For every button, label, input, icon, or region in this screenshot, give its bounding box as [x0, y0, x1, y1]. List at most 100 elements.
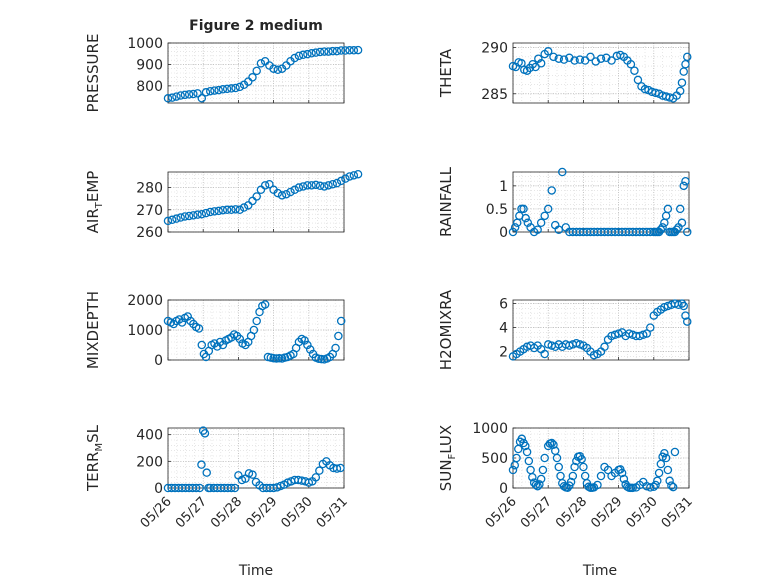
data-point — [510, 223, 520, 232]
y-axis-label: SUNFLUX — [437, 425, 458, 491]
data-point — [540, 211, 549, 221]
data-point — [679, 301, 688, 311]
data-point — [201, 208, 211, 218]
y-tick-label: 2000 — [127, 293, 163, 309]
x-tick-label: 05/27 — [173, 494, 210, 531]
y-axis-label: PRESSURE — [84, 34, 102, 113]
data-point — [244, 201, 253, 210]
chart-panel-theta: 285 290 THETA — [437, 41, 692, 104]
y-tick-label: 1000 — [472, 421, 508, 437]
data-point — [328, 46, 337, 56]
data-point — [552, 453, 562, 463]
x-tick-label: 05/28 — [208, 494, 245, 531]
data-point — [273, 188, 283, 198]
data-point — [222, 84, 232, 94]
data-point — [661, 453, 671, 463]
data-point — [189, 89, 198, 99]
data-point — [163, 94, 173, 103]
data-point — [197, 94, 207, 103]
data-point — [167, 93, 177, 102]
x-tick-label: 05/30 — [279, 494, 316, 531]
data-point — [172, 92, 181, 101]
data-point — [341, 174, 350, 183]
data-point — [197, 340, 207, 350]
data-point — [231, 205, 240, 214]
data-point — [533, 481, 542, 491]
data-point — [249, 325, 259, 335]
data-point — [201, 88, 211, 97]
data-point — [543, 204, 553, 214]
data-point — [579, 462, 588, 472]
data-point — [626, 59, 636, 69]
data-point — [658, 223, 667, 232]
data-point — [547, 186, 556, 195]
data-point — [282, 61, 291, 70]
data-point — [628, 483, 637, 493]
y-axis-label: RAINFALL — [437, 166, 455, 237]
data-point — [575, 55, 585, 64]
data-point — [183, 312, 192, 321]
data-point — [665, 476, 674, 486]
data-point — [222, 205, 232, 215]
x-axis-label-right: Time — [582, 563, 617, 579]
data-point — [336, 463, 345, 473]
data-point — [184, 211, 194, 221]
data-point — [230, 483, 240, 493]
x-tick-label: 05/29 — [588, 494, 625, 531]
data-point — [294, 51, 304, 61]
data-point — [674, 300, 683, 310]
data-point — [248, 73, 257, 82]
data-point — [672, 225, 681, 234]
data-point — [575, 340, 585, 349]
data-point — [235, 334, 245, 344]
data-point — [282, 189, 291, 199]
data-point — [195, 483, 204, 493]
data-point — [265, 179, 274, 189]
data-point — [218, 340, 228, 350]
data-point — [528, 59, 537, 69]
data-point — [517, 434, 527, 444]
data-point — [617, 468, 627, 478]
data-point — [197, 209, 207, 219]
data-point — [640, 84, 650, 94]
y-tick-label: 1 — [499, 179, 508, 195]
data-point — [349, 171, 359, 180]
data-point — [177, 318, 187, 327]
data-point — [682, 317, 692, 326]
data-point — [549, 440, 558, 450]
data-point — [252, 316, 261, 326]
y-tick-label: 900 — [136, 57, 163, 73]
data-point — [593, 480, 602, 490]
data-point — [269, 353, 278, 363]
data-point — [205, 207, 215, 217]
chart-panel-rainfall: 0 0.5 1 RAINFALL — [437, 166, 692, 241]
data-point — [191, 483, 201, 493]
data-point — [663, 465, 673, 475]
y-axis-label: THETA — [437, 48, 455, 98]
y-tick-label: 2 — [499, 345, 508, 361]
y-tick-label: 0.5 — [486, 202, 508, 218]
data-point — [315, 466, 324, 475]
chart-panel-mixdepth: 0 1000 2000 MIXDEPTH — [84, 291, 346, 369]
data-point — [668, 482, 678, 492]
data-point — [334, 331, 343, 341]
data-point — [536, 474, 546, 484]
data-point — [570, 462, 579, 472]
data-point — [314, 354, 323, 364]
data-point — [353, 45, 363, 55]
axes-box — [167, 171, 345, 233]
y-axis-label: H2OMIXRA — [437, 289, 455, 370]
data-point — [603, 465, 613, 475]
data-point — [194, 324, 204, 333]
data-point — [239, 203, 249, 212]
data-point — [682, 227, 692, 237]
data-point — [536, 59, 546, 68]
data-point — [294, 183, 304, 192]
data-point — [189, 211, 198, 220]
axes-box — [512, 299, 690, 361]
data-point — [547, 438, 556, 448]
data-point — [227, 483, 236, 493]
data-point — [589, 350, 599, 360]
data-point — [332, 46, 342, 56]
